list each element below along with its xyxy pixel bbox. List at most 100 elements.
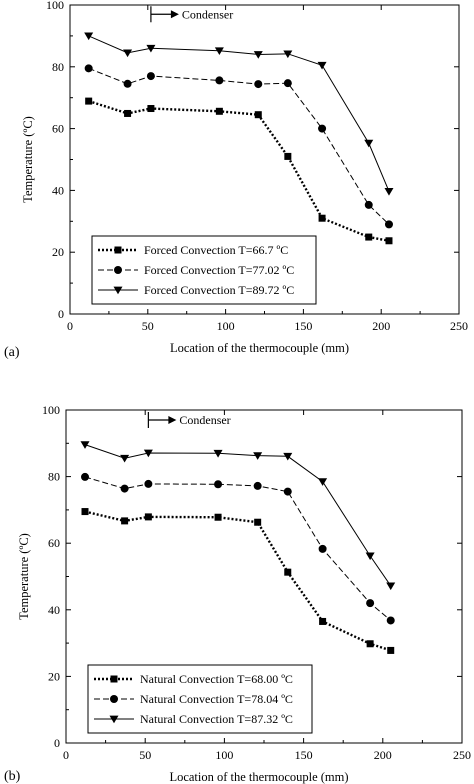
series-line xyxy=(88,67,390,225)
y-tick-label: 80 xyxy=(52,60,64,74)
panel-label: (a) xyxy=(4,345,20,360)
data-point xyxy=(384,220,393,229)
series-2 xyxy=(81,472,395,625)
x-axis-label: Location of the thermocouple (mm) xyxy=(169,770,348,784)
data-point xyxy=(253,481,262,490)
y-tick-label: 40 xyxy=(48,603,60,617)
legend: Forced Convection T=66.7 ºC Forced Convec… xyxy=(91,235,317,305)
data-point xyxy=(215,76,224,85)
data-point xyxy=(283,79,292,88)
y-tick-label: 100 xyxy=(42,403,60,417)
data-point xyxy=(124,109,132,117)
legend-marker xyxy=(114,266,122,274)
legend-marker xyxy=(110,675,118,683)
data-point xyxy=(318,124,327,133)
data-point xyxy=(215,107,223,115)
chart-panel-1: 0 50 100 150 200 250 0 20 40 60 80 100 Location of t… xyxy=(4,0,468,360)
data-point xyxy=(318,544,327,553)
legend: Natural Convection T=68.00 ºC Natural Con… xyxy=(87,664,313,734)
series-1 xyxy=(81,508,395,654)
legend-entry: Forced Convection T=89.72 ºC xyxy=(144,283,294,297)
data-point xyxy=(147,105,155,113)
data-point xyxy=(283,487,292,496)
legend-entry: Forced Convection T=77.02 ºC xyxy=(144,263,294,277)
data-point xyxy=(254,518,262,526)
y-tick-label: 0 xyxy=(58,307,64,321)
series-line xyxy=(84,510,392,652)
legend-marker xyxy=(113,286,123,295)
y-tick-label: 20 xyxy=(52,245,64,259)
data-point xyxy=(214,47,224,56)
data-point xyxy=(254,80,263,89)
data-point xyxy=(283,50,293,59)
data-point xyxy=(317,61,327,70)
data-point xyxy=(254,111,262,119)
legend-entry: Forced Convection T=66.7 ºC xyxy=(144,243,288,257)
y-axis-label: Temperature (ºC) xyxy=(21,116,35,203)
y-tick-label: 60 xyxy=(52,122,64,136)
chart-panel-2: 0 50 100 150 200 250 0 20 40 60 80 100 Location of t… xyxy=(4,403,471,784)
x-tick-label: 0 xyxy=(67,319,73,333)
condenser-arrow-head xyxy=(168,415,177,424)
x-axis-label: Location of the thermocouple (mm) xyxy=(170,341,349,355)
data-point xyxy=(365,233,373,241)
legend-entry: Natural Convection T=78.04 ºC xyxy=(140,692,293,706)
y-axis-label: Temperature (ºC) xyxy=(17,533,31,620)
y-tick-label: 40 xyxy=(52,183,64,197)
x-tick-label: 250 xyxy=(450,319,468,333)
y-tick-label: 60 xyxy=(48,536,60,550)
y-tick-label: 80 xyxy=(48,470,60,484)
x-tick-label: 200 xyxy=(374,748,392,762)
data-point xyxy=(384,187,394,196)
data-point xyxy=(121,517,129,525)
legend-marker xyxy=(110,695,118,703)
data-point xyxy=(81,508,89,516)
data-point xyxy=(81,472,90,481)
data-point xyxy=(366,599,375,608)
data-point xyxy=(84,32,94,41)
series-line xyxy=(84,444,392,587)
data-point xyxy=(366,640,374,648)
data-point xyxy=(253,452,263,460)
legend-marker xyxy=(114,246,122,254)
x-tick-label: 50 xyxy=(142,319,154,333)
data-point xyxy=(319,617,327,625)
data-point xyxy=(214,513,222,521)
data-point xyxy=(318,214,326,222)
data-point xyxy=(85,97,93,105)
data-point xyxy=(120,454,130,463)
data-point xyxy=(386,616,395,625)
data-point xyxy=(284,152,292,160)
legend-entry: Natural Convection T=87.32 ºC xyxy=(140,712,293,726)
condenser-annotation: Condenser xyxy=(179,413,230,427)
y-tick-label: 100 xyxy=(46,0,64,12)
data-point xyxy=(214,480,223,489)
legend-entry: Natural Convection T=68.00 ºC xyxy=(140,672,293,686)
data-point xyxy=(386,582,396,591)
data-point xyxy=(253,51,263,59)
data-point xyxy=(385,237,393,245)
data-point xyxy=(365,552,375,561)
data-point xyxy=(364,200,373,209)
series-3 xyxy=(80,441,396,591)
x-tick-label: 50 xyxy=(139,748,151,762)
data-point xyxy=(80,441,90,449)
series-3 xyxy=(84,32,394,196)
condenser-arrow-head xyxy=(170,10,179,19)
data-point xyxy=(364,139,374,148)
panel-label: (b) xyxy=(4,769,21,784)
data-point xyxy=(318,478,328,486)
x-tick-label: 150 xyxy=(294,319,312,333)
legend-marker xyxy=(109,715,119,724)
data-point xyxy=(144,479,153,488)
x-tick-label: 150 xyxy=(295,748,313,762)
y-tick-label: 0 xyxy=(54,736,60,750)
data-point xyxy=(213,449,223,458)
condenser-annotation: Condenser xyxy=(182,7,233,21)
data-point xyxy=(84,64,93,73)
data-point xyxy=(387,646,395,654)
x-tick-label: 100 xyxy=(215,748,233,762)
series-2 xyxy=(84,64,393,229)
y-tick-label: 20 xyxy=(48,669,60,683)
